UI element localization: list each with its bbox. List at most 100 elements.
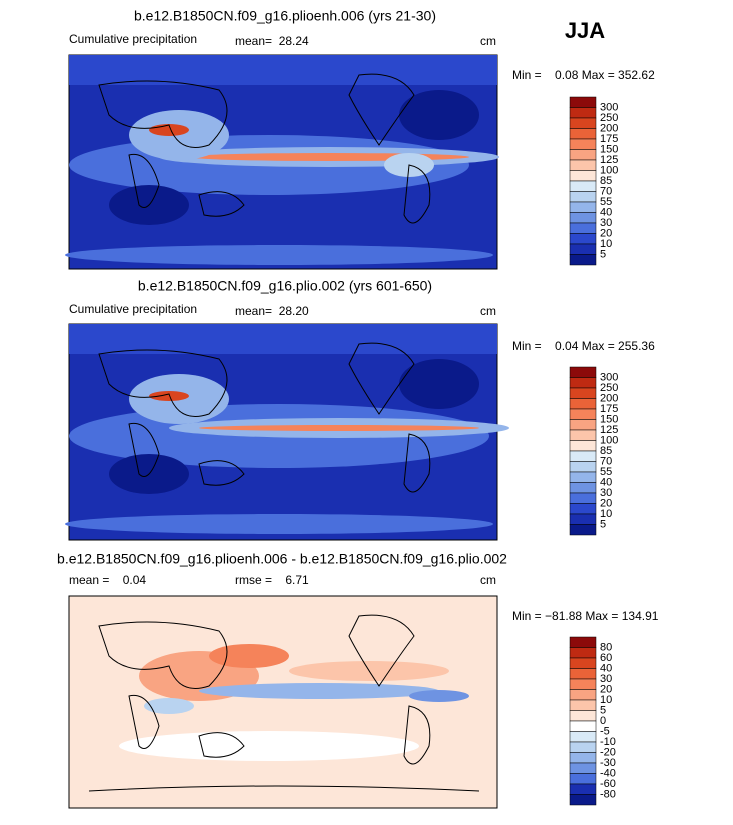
- colorbar-box: [569, 117, 597, 129]
- colorbar-box: [569, 524, 597, 536]
- colorbar-label: 10: [600, 694, 612, 706]
- colorbar-box: [569, 243, 597, 255]
- season: JJA: [565, 18, 605, 43]
- colorbar-label: 30: [600, 487, 612, 499]
- colorbar-box: [569, 762, 597, 774]
- rmse: rmse = 6.71: [235, 573, 309, 587]
- colorbar-box: [569, 138, 597, 150]
- colorbar-box: [569, 731, 597, 743]
- colorbar-label: 300: [600, 101, 618, 113]
- colorbar-label: 10: [600, 508, 612, 520]
- colorbar-label: 10: [600, 238, 612, 250]
- colorbar-label: 30: [600, 673, 612, 685]
- colorbar-box: [569, 408, 597, 420]
- colorbar-box: [569, 419, 597, 431]
- colorbar-label: 80: [600, 641, 612, 653]
- colorbar-box: [569, 387, 597, 399]
- colorbar-label: 55: [600, 196, 612, 208]
- colorbar-label: 40: [600, 476, 612, 488]
- min-max: Min = 0.08 Max = 352.62: [512, 68, 655, 82]
- colorbar-box: [569, 107, 597, 119]
- colorbar-box: [569, 794, 597, 806]
- colorbar-box: [569, 492, 597, 504]
- colorbar-box: [569, 233, 597, 245]
- colorbar-label: 40: [600, 206, 612, 218]
- colorbar-box: [569, 128, 597, 140]
- colorbar-label: 125: [600, 154, 618, 166]
- colorbar-box: [569, 482, 597, 494]
- colorbar-label: 70: [600, 455, 612, 467]
- colorbar-label: 0: [600, 715, 606, 727]
- colorbar-label: 30: [600, 217, 612, 229]
- map: [68, 595, 498, 809]
- colorbar-box: [569, 513, 597, 525]
- colorbar-box: [569, 191, 597, 203]
- colorbar-box: [569, 180, 597, 192]
- colorbar-box: [569, 149, 597, 161]
- colorbar-box: [569, 720, 597, 732]
- colorbar-label: -30: [600, 757, 616, 769]
- colorbar-label: -5: [600, 725, 610, 737]
- colorbar-box: [569, 377, 597, 389]
- colorbar-box: [569, 212, 597, 224]
- colorbar-label: 5: [600, 248, 606, 260]
- colorbar-box: [569, 450, 597, 462]
- colorbar-box: [569, 159, 597, 171]
- colorbar-label: 85: [600, 175, 612, 187]
- colorbar-box: [569, 741, 597, 753]
- min-max: Min = 0.04 Max = 255.36: [512, 339, 655, 353]
- colorbar-label: 60: [600, 652, 612, 664]
- colorbar-label: 5: [600, 704, 606, 716]
- colorbar-box: [569, 254, 597, 266]
- colorbar-box: [569, 366, 597, 378]
- colorbar-box: [569, 647, 597, 659]
- colorbar-label: -80: [600, 788, 616, 800]
- colorbar-box: [569, 170, 597, 182]
- colorbar-box: [569, 96, 597, 108]
- colorbar-label: 40: [600, 662, 612, 674]
- colorbar-label: 200: [600, 392, 618, 404]
- colorbar-box: [569, 678, 597, 690]
- colorbar-box: [569, 699, 597, 711]
- colorbar-label: 55: [600, 466, 612, 478]
- colorbar-label: 70: [600, 185, 612, 197]
- colorbar-box: [569, 657, 597, 669]
- colorbar-label: 20: [600, 497, 612, 509]
- panel-title: b.e12.B1850CN.f09_g16.plioenh.006 (yrs 2…: [134, 8, 436, 24]
- colorbar-box: [569, 461, 597, 473]
- colorbar-box: [569, 752, 597, 764]
- colorbar-box: [569, 398, 597, 410]
- colorbar-box: [569, 783, 597, 795]
- colorbar-box: [569, 689, 597, 701]
- mean: mean= 28.24: [235, 34, 309, 48]
- colorbar-label: 20: [600, 683, 612, 695]
- colorbar-label: 175: [600, 133, 618, 145]
- colorbar-box: [569, 773, 597, 785]
- subtitle: Cumulative precipitation: [69, 302, 197, 316]
- units: cm: [480, 304, 496, 318]
- mean: mean= 28.20: [235, 304, 309, 318]
- colorbar-box: [569, 636, 597, 648]
- subtitle: Cumulative precipitation: [69, 32, 197, 46]
- colorbar-label: 200: [600, 122, 618, 134]
- colorbar-box: [569, 471, 597, 483]
- colorbar-label: 100: [600, 164, 618, 176]
- mean: mean = 0.04: [69, 573, 146, 587]
- colorbar-label: 20: [600, 227, 612, 239]
- colorbar-label: 125: [600, 424, 618, 436]
- colorbar-label: 250: [600, 382, 618, 394]
- colorbar-box: [569, 201, 597, 213]
- colorbar-label: 175: [600, 403, 618, 415]
- colorbar-label: -10: [600, 736, 616, 748]
- colorbar-label: 150: [600, 143, 618, 155]
- units: cm: [480, 573, 496, 587]
- colorbar-label: 150: [600, 413, 618, 425]
- map: [65, 54, 499, 270]
- colorbar-label: -60: [600, 778, 616, 790]
- colorbar-box: [569, 429, 597, 441]
- min-max: Min = −81.88 Max = 134.91: [512, 609, 659, 623]
